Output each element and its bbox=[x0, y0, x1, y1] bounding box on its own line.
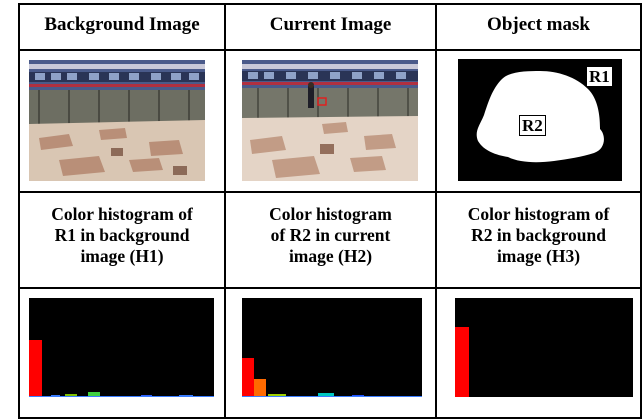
header-current-image: Current Image bbox=[269, 14, 392, 35]
grid-line bbox=[18, 3, 642, 5]
h1-bar bbox=[29, 340, 42, 397]
current-image bbox=[242, 60, 418, 181]
grid-line bbox=[18, 191, 642, 193]
grid-line bbox=[18, 417, 642, 419]
grid-line bbox=[224, 3, 226, 419]
h2-bar bbox=[318, 393, 334, 397]
h1-bar bbox=[88, 392, 100, 397]
caption-h1: Color histogram of R1 in background imag… bbox=[51, 204, 193, 266]
header-background-image: Background Image bbox=[44, 14, 200, 35]
header-object-mask: Object mask bbox=[487, 14, 590, 35]
caption-h3: Color histogram of R2 in background imag… bbox=[467, 204, 610, 266]
h3-bar bbox=[455, 327, 469, 397]
h1-bar bbox=[65, 394, 77, 397]
grid-line bbox=[640, 3, 642, 419]
histogram-h3 bbox=[455, 298, 633, 397]
h2-bar bbox=[242, 358, 254, 397]
caption-h2: Color histogram of R2 in current image (… bbox=[269, 204, 392, 266]
grid-line bbox=[18, 49, 642, 51]
object-mask-image: R1 R2 bbox=[458, 59, 622, 181]
background-image bbox=[29, 60, 205, 181]
h2-bar bbox=[254, 379, 266, 397]
h1-baseline bbox=[29, 396, 214, 397]
grid-line bbox=[18, 3, 20, 419]
histogram-h2 bbox=[242, 298, 422, 397]
grid-line bbox=[435, 3, 437, 419]
h2-bar bbox=[268, 394, 286, 397]
histogram-h1 bbox=[29, 298, 214, 397]
r2-label: R2 bbox=[519, 115, 546, 136]
r1-label: R1 bbox=[586, 66, 613, 87]
person-figure bbox=[308, 86, 314, 108]
h2-baseline bbox=[242, 396, 422, 397]
grid-line bbox=[18, 287, 642, 289]
